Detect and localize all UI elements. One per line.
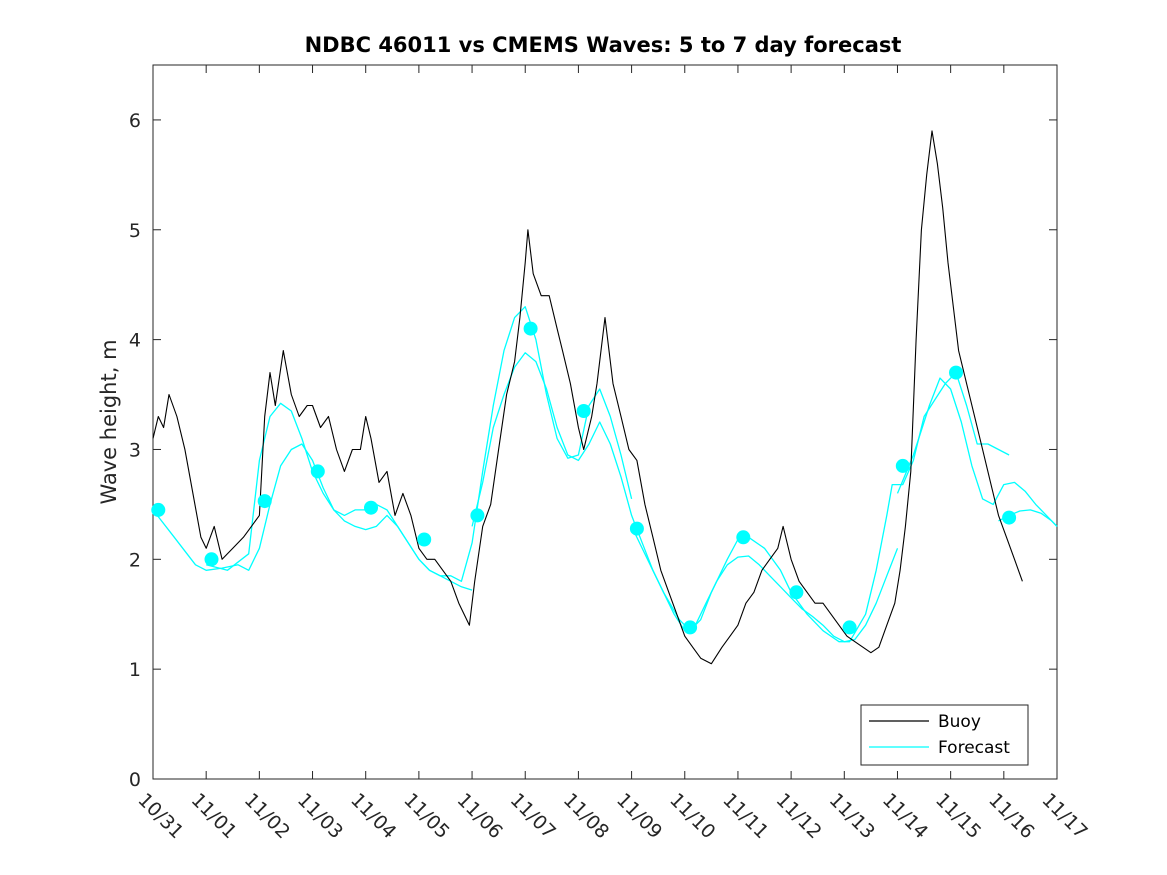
forecast-marker-16 <box>949 365 963 380</box>
chart-title: NDBC 46011 vs CMEMS Waves: 5 to 7 day fo… <box>305 33 902 57</box>
y-axis-label: Wave height, m <box>97 339 121 504</box>
y-tick-label-4: 4 <box>129 330 141 352</box>
forecast-marker-13 <box>789 585 804 600</box>
legend-forecast-label: Forecast <box>938 738 1010 758</box>
data-layer <box>151 130 1058 665</box>
forecast-marker-9 <box>576 404 591 418</box>
forecast-marker-2 <box>204 552 219 567</box>
forecast-marker-7 <box>470 508 485 523</box>
buoy-line <box>152 130 1023 665</box>
forecast-marker-8 <box>523 321 538 336</box>
forecast-marker-14 <box>842 620 857 635</box>
forecast-marker-15 <box>895 458 910 473</box>
forecast-marker-5 <box>364 500 378 515</box>
forecast-line-2 <box>206 306 633 582</box>
y-tick-label-0: 0 <box>129 769 141 791</box>
forecast-line-5 <box>896 377 1058 527</box>
y-tick-label-2: 2 <box>129 549 141 571</box>
y-tick-label-5: 5 <box>129 220 141 242</box>
forecast-marker-12 <box>736 530 751 545</box>
forecast-marker-6 <box>417 532 432 547</box>
plot-area <box>152 64 1058 780</box>
forecast-marker-10 <box>629 521 644 536</box>
forecast-marker-11 <box>683 620 698 635</box>
y-tick-label-1: 1 <box>129 659 141 681</box>
forecast-marker-4 <box>310 464 325 479</box>
legend-box <box>860 704 1029 766</box>
forecast-marker-17 <box>1002 510 1017 525</box>
legend: Buoy Forecast <box>860 704 1029 766</box>
y-tick-label-6: 6 <box>129 110 141 132</box>
forecast-marker-3 <box>257 494 272 509</box>
y-tick-label-3: 3 <box>129 439 141 461</box>
forecast-marker-1 <box>151 502 166 517</box>
legend-buoy-label: Buoy <box>938 712 981 732</box>
